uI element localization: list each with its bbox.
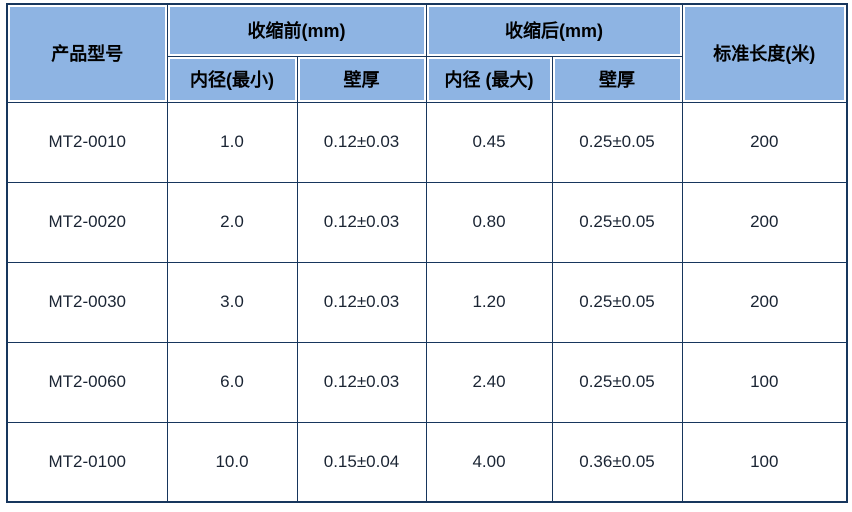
cell-after-inner-diameter: 4.00 bbox=[425, 421, 553, 503]
cell-model: MT2-0060 bbox=[6, 341, 168, 423]
cell-after-inner-diameter: 0.80 bbox=[425, 181, 553, 263]
cell-before-wall-thickness: 0.12±0.03 bbox=[296, 261, 427, 343]
header-standard-length: 标准长度(米) bbox=[681, 3, 848, 103]
table-row: MT2-0030 3.0 0.12±0.03 1.20 0.25±0.05 20… bbox=[6, 261, 848, 343]
cell-before-inner-diameter: 1.0 bbox=[166, 101, 298, 183]
cell-standard-length: 200 bbox=[681, 181, 848, 263]
cell-standard-length: 200 bbox=[681, 261, 848, 343]
header-before-wall-thickness: 壁厚 bbox=[296, 55, 427, 103]
cell-before-inner-diameter: 2.0 bbox=[166, 181, 298, 263]
cell-model: MT2-0100 bbox=[6, 421, 168, 503]
header-product-model: 产品型号 bbox=[6, 3, 168, 103]
table-row: MT2-0010 1.0 0.12±0.03 0.45 0.25±0.05 20… bbox=[6, 101, 848, 183]
table-row: MT2-0060 6.0 0.12±0.03 2.40 0.25±0.05 10… bbox=[6, 341, 848, 423]
cell-model: MT2-0020 bbox=[6, 181, 168, 263]
cell-standard-length: 100 bbox=[681, 341, 848, 423]
header-before-inner-diameter: 内径(最小) bbox=[166, 55, 298, 103]
cell-after-wall-thickness: 0.25±0.05 bbox=[551, 181, 683, 263]
table-row: MT2-0100 10.0 0.15±0.04 4.00 0.36±0.05 1… bbox=[6, 421, 848, 503]
cell-before-inner-diameter: 3.0 bbox=[166, 261, 298, 343]
cell-before-inner-diameter: 6.0 bbox=[166, 341, 298, 423]
cell-before-inner-diameter: 10.0 bbox=[166, 421, 298, 503]
table-row: MT2-0020 2.0 0.12±0.03 0.80 0.25±0.05 20… bbox=[6, 181, 848, 263]
cell-after-wall-thickness: 0.25±0.05 bbox=[551, 101, 683, 183]
cell-before-wall-thickness: 0.12±0.03 bbox=[296, 341, 427, 423]
cell-after-inner-diameter: 1.20 bbox=[425, 261, 553, 343]
cell-after-wall-thickness: 0.25±0.05 bbox=[551, 341, 683, 423]
cell-after-inner-diameter: 0.45 bbox=[425, 101, 553, 183]
cell-model: MT2-0010 bbox=[6, 101, 168, 183]
cell-before-wall-thickness: 0.15±0.04 bbox=[296, 421, 427, 503]
heat-shrink-tube-spec-table: 产品型号 收缩前(mm) 收缩后(mm) 标准长度(米) 内径(最小) 壁厚 内… bbox=[6, 3, 848, 503]
header-after-inner-diameter: 内径 (最大) bbox=[425, 55, 553, 103]
header-before-shrink-group: 收缩前(mm) bbox=[166, 3, 427, 57]
cell-after-inner-diameter: 2.40 bbox=[425, 341, 553, 423]
header-after-shrink-group: 收缩后(mm) bbox=[425, 3, 683, 57]
header-after-wall-thickness: 壁厚 bbox=[551, 55, 683, 103]
cell-before-wall-thickness: 0.12±0.03 bbox=[296, 101, 427, 183]
cell-model: MT2-0030 bbox=[6, 261, 168, 343]
cell-after-wall-thickness: 0.36±0.05 bbox=[551, 421, 683, 503]
cell-before-wall-thickness: 0.12±0.03 bbox=[296, 181, 427, 263]
cell-standard-length: 100 bbox=[681, 421, 848, 503]
cell-standard-length: 200 bbox=[681, 101, 848, 183]
cell-after-wall-thickness: 0.25±0.05 bbox=[551, 261, 683, 343]
